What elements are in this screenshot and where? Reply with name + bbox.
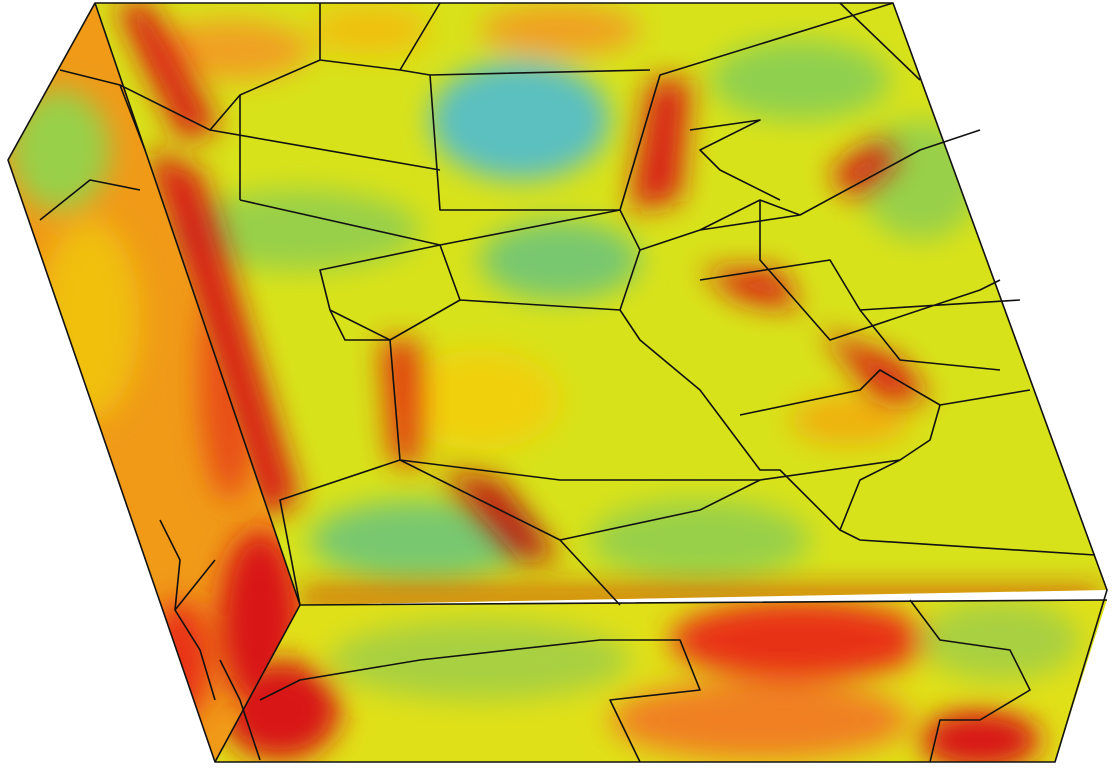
front-face <box>215 600 1107 762</box>
grain-boundaries <box>7 2 1108 763</box>
